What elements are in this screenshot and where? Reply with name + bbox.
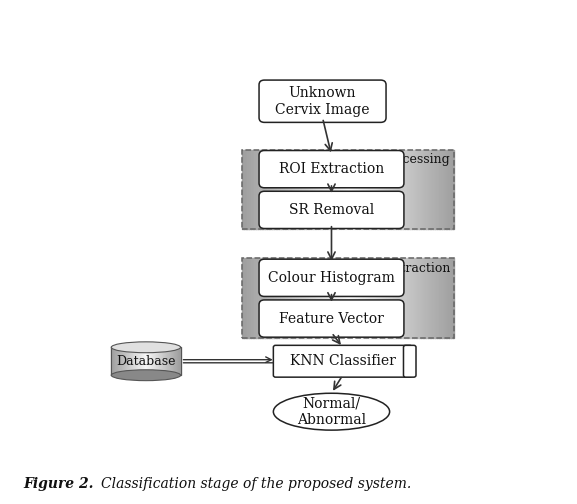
Ellipse shape	[111, 370, 181, 381]
Ellipse shape	[273, 393, 389, 430]
FancyBboxPatch shape	[259, 80, 386, 122]
FancyBboxPatch shape	[259, 259, 404, 296]
Text: Database: Database	[116, 355, 175, 368]
FancyBboxPatch shape	[273, 345, 412, 377]
Text: Unknown
Cervix Image: Unknown Cervix Image	[275, 86, 370, 117]
FancyBboxPatch shape	[259, 191, 404, 228]
FancyBboxPatch shape	[259, 300, 404, 337]
Ellipse shape	[111, 342, 181, 353]
Text: SR Removal: SR Removal	[289, 203, 374, 217]
Text: Feature Extraction: Feature Extraction	[331, 262, 450, 275]
Text: Colour Histogram: Colour Histogram	[268, 271, 395, 285]
Text: KNN Classifier: KNN Classifier	[290, 354, 396, 368]
Text: ROI Extraction: ROI Extraction	[279, 162, 384, 176]
Bar	[242, 259, 455, 338]
Text: Feature Vector: Feature Vector	[279, 311, 384, 326]
FancyBboxPatch shape	[403, 345, 416, 377]
Text: Preprocessing: Preprocessing	[359, 153, 450, 166]
Text: Figure 2.: Figure 2.	[23, 477, 93, 491]
Text: Classification stage of the proposed system.: Classification stage of the proposed sys…	[101, 477, 411, 491]
FancyBboxPatch shape	[259, 151, 404, 188]
Bar	[111, 347, 181, 375]
Bar	[242, 150, 455, 229]
Text: Normal/
Abnormal: Normal/ Abnormal	[297, 396, 366, 427]
